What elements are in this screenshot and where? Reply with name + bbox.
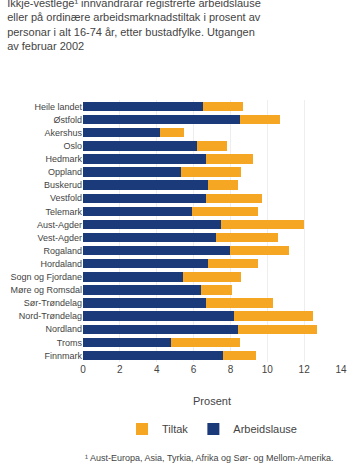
svg-text:Ikkje-vestlege¹ innvandrarar r: Ikkje-vestlege¹ innvandrarar registrerte… [7,0,261,52]
svg-text:Nord-Trøndelag: Nord-Trøndelag [19,311,82,321]
svg-text:2: 2 [117,364,123,375]
svg-text:Troms: Troms [57,338,83,348]
svg-text:Aust-Agder: Aust-Agder [37,220,82,230]
svg-text:Heile landet: Heile landet [34,102,82,112]
svg-text:Vestfold: Vestfold [50,193,82,203]
svg-text:Sogn og Fjordane: Sogn og Fjordane [10,272,82,282]
svg-text:Rogaland: Rogaland [43,246,82,256]
svg-text:0: 0 [80,364,86,375]
svg-text:Arbeidslause: Arbeidslause [233,423,297,435]
svg-text:Sør-Trøndelag: Sør-Trøndelag [24,298,82,308]
svg-text:8: 8 [228,364,234,375]
svg-text:6: 6 [191,364,197,375]
svg-text:14: 14 [335,364,347,375]
svg-text:¹ Aust-Europa, Asia, Tyrkia, A: ¹ Aust-Europa, Asia, Tyrkia, Afrika og S… [85,453,333,463]
svg-text:Oslo: Oslo [63,141,82,151]
svg-text:Nordland: Nordland [45,324,82,334]
svg-text:Hordaland: Hordaland [40,259,82,269]
svg-text:Tiltak: Tiltak [162,423,188,435]
svg-text:4: 4 [154,364,160,375]
svg-text:Buskerud: Buskerud [44,180,82,190]
svg-text:10: 10 [262,364,274,375]
svg-text:Telemark: Telemark [45,207,82,217]
svg-text:Vest-Agder: Vest-Agder [37,233,82,243]
svg-text:Oppland: Oppland [48,167,82,177]
svg-text:Finnmark: Finnmark [44,351,82,361]
svg-text:Hedmark: Hedmark [45,154,82,164]
svg-text:Østfold: Østfold [53,115,82,125]
svg-text:12: 12 [299,364,311,375]
svg-text:Møre og Romsdal: Møre og Romsdal [10,285,82,295]
svg-text:Akershus: Akershus [44,128,82,138]
svg-text:Prosent: Prosent [193,395,231,407]
